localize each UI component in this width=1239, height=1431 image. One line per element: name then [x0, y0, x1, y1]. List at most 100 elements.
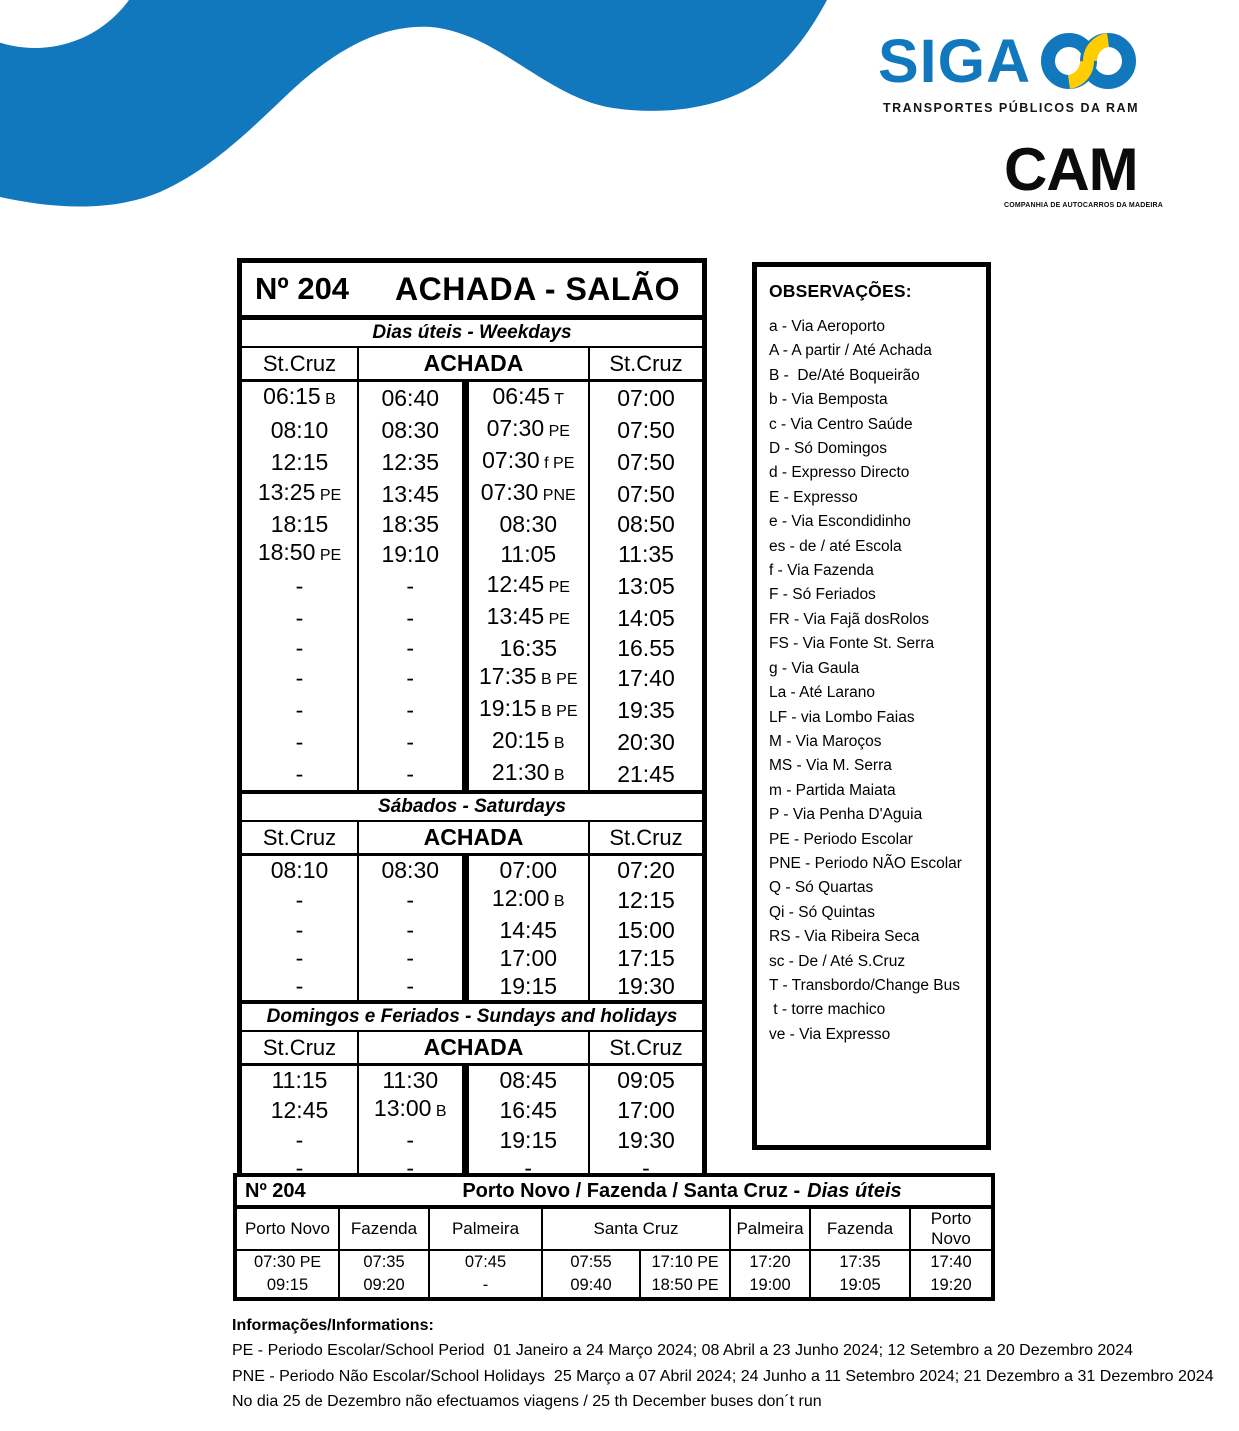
bottom-table-body: 07:30 PE 07:35 07:45 07:55 17:10 PE 17:20 17:3…: [237, 1250, 992, 1297]
time-cell: 17:40: [909, 1250, 992, 1274]
time-cell: 09:20: [338, 1274, 429, 1297]
observation-item: a - Via Aeroporto: [769, 318, 886, 335]
timetable-row: - -14:45 15:00: [242, 916, 702, 944]
trip-note-suffix: B: [549, 767, 565, 784]
section-banner: Dias úteis - Weekdays: [242, 320, 702, 348]
time-cell: 07:50: [588, 478, 702, 510]
time-cell: 19:15 B PE: [461, 694, 589, 726]
timetable-row: 12:15 12:35 07:30 f PE 07:50: [242, 446, 702, 478]
route-name: ACHADA - SALÃO: [395, 270, 680, 307]
time-cell: 17:35 B PE: [461, 662, 589, 694]
column-header: Porto Novo: [237, 1209, 339, 1251]
section-header-row: St.Cruz ACHADA St.Cruz: [242, 1031, 702, 1066]
cam-logo: CAM COMPANHIA DE AUTOCARROS DA MADEIRA: [1004, 140, 1163, 210]
bottom-timetable-grid: Porto Novo Fazenda Palmeira Santa Cruz P…: [237, 1209, 992, 1297]
column-header: Palmeira: [428, 1209, 542, 1251]
observation-item: T - Transbordo/Change Bus: [769, 976, 960, 994]
empty-time-cell: -: [357, 916, 465, 944]
time-cell: 17:00: [461, 944, 589, 972]
time-cell: 18:35: [357, 510, 465, 538]
time-cell: 19:10: [357, 538, 465, 570]
time-cell: 12:45 PE: [461, 570, 589, 602]
main-timetable: Nº 204 ACHADA - SALÃO Dias úteis - Weekd…: [237, 258, 707, 1215]
empty-time-cell: -: [357, 602, 465, 634]
route-number: Nº 204: [255, 271, 350, 306]
time-cell: 12:45: [270, 1097, 329, 1123]
trip-note-suffix: PE: [692, 1277, 719, 1294]
time-cell: 07:50: [588, 414, 702, 446]
trip-note-suffix: B PE: [536, 671, 578, 688]
time-cell: 17:35: [809, 1250, 911, 1274]
time-cell: 19:15: [461, 1126, 589, 1154]
observation-item: e - Via Escondidinho: [769, 513, 911, 531]
timetable-row: - -21:30 B 21:45: [242, 758, 702, 792]
timetable-row: - -17:00 17:15: [242, 944, 702, 972]
observation-item: LF - via Lombo Faias: [769, 708, 915, 726]
observation-item: A - A partir / Até Achada: [769, 342, 932, 360]
time-cell: 08:50: [588, 510, 702, 538]
empty-time-cell: -: [295, 665, 304, 691]
bottom-route-number: Nº 204: [245, 1179, 306, 1202]
time-cell: 19:20: [909, 1274, 992, 1297]
time-cell: 07:45: [428, 1250, 542, 1274]
observation-item: RS - Via Ribeira Seca: [769, 928, 920, 946]
column-header: St.Cruz: [588, 347, 702, 382]
time-cell: 17:20: [729, 1250, 811, 1274]
time-cell: 19:00: [729, 1274, 811, 1297]
empty-time-cell: -: [357, 884, 465, 916]
observation-item: PE - Periodo Escolar: [769, 830, 913, 848]
time-cell: 07:00: [588, 380, 702, 414]
observation-item: b - Via Bemposta: [769, 391, 888, 409]
time-cell: 11:35: [588, 538, 702, 570]
observation-item: MS - Via M. Serra: [769, 757, 892, 775]
timetable-row: - -20:15 B 20:30: [242, 726, 702, 758]
timetable-row: 08:10 08:30 07:00 07:20: [242, 854, 702, 884]
time-cell: 09:40: [541, 1274, 640, 1297]
time-cell: 16.55: [588, 634, 702, 662]
time-cell: 12:00 B: [461, 884, 589, 916]
empty-time-cell: -: [357, 694, 465, 726]
trip-note-suffix: B PE: [536, 703, 578, 720]
time-cell: 19:05: [809, 1274, 911, 1297]
bottom-route-bold: Porto Novo / Fazenda / Santa Cruz -: [462, 1179, 801, 1202]
time-cell: 08:30: [357, 854, 465, 884]
bottom-header-row: Porto Novo Fazenda Palmeira Santa Cruz P…: [237, 1209, 992, 1251]
time-cell: 17:00: [588, 1094, 702, 1126]
time-cell: 17:10 PE: [638, 1250, 731, 1274]
trip-note-suffix: PE: [544, 423, 570, 440]
trip-note-suffix: T: [550, 391, 564, 408]
observation-item: FS - Via Fonte St. Serra: [769, 635, 935, 653]
time-cell: 20:15 B: [461, 726, 589, 758]
timetable-row: 18:50 PE 19:10 11:05 11:35: [242, 538, 702, 570]
timetable-row: 11:15 11:30 08:45 09:05: [242, 1064, 702, 1094]
observation-item: Q - Só Quartas: [769, 879, 874, 897]
trip-note-suffix: PE: [295, 1254, 322, 1271]
time-cell: 09:15: [266, 1276, 309, 1294]
observations-box: OBSERVAÇÕES: a - Via Aeroporto A - A part…: [752, 262, 991, 1150]
empty-time-cell: -: [295, 917, 304, 943]
column-header: Santa Cruz: [540, 1209, 731, 1251]
time-cell: 07:30 PE: [253, 1253, 322, 1271]
time-cell: 08:30: [357, 414, 465, 446]
empty-time-cell: -: [295, 1127, 304, 1153]
column-header: ACHADA: [357, 1031, 589, 1066]
timetable-row: 06:15 B 06:40 06:45 T 07:00: [242, 380, 702, 414]
empty-time-cell: -: [295, 635, 304, 661]
trip-note-suffix: PE: [544, 611, 570, 628]
timetable-row: - -19:15 B PE 19:35: [242, 694, 702, 726]
column-header: St.Cruz: [242, 347, 358, 382]
time-cell: 18:15: [270, 511, 329, 537]
time-cell: 15:00: [588, 916, 702, 944]
timetable-row: - -13:45 PE 14:05: [242, 602, 702, 634]
observation-item: d - Expresso Directo: [769, 464, 910, 482]
trip-note-suffix: PNE: [538, 487, 576, 504]
trip-note-suffix: PE: [315, 547, 342, 564]
footer-info: Informações/Informations: PE - Periodo E…: [232, 1313, 1239, 1415]
main-timetable-title-row: Nº 204 ACHADA - SALÃO: [242, 263, 702, 320]
time-cell: 12:15: [588, 884, 702, 916]
time-cell: 07:30 f PE: [461, 446, 589, 478]
section-banner: Domingos e Feriados - Sundays and holida…: [242, 1000, 702, 1032]
section-banner-row: Dias úteis - Weekdays: [242, 320, 702, 348]
time-cell: 07:30 PE: [461, 414, 589, 446]
